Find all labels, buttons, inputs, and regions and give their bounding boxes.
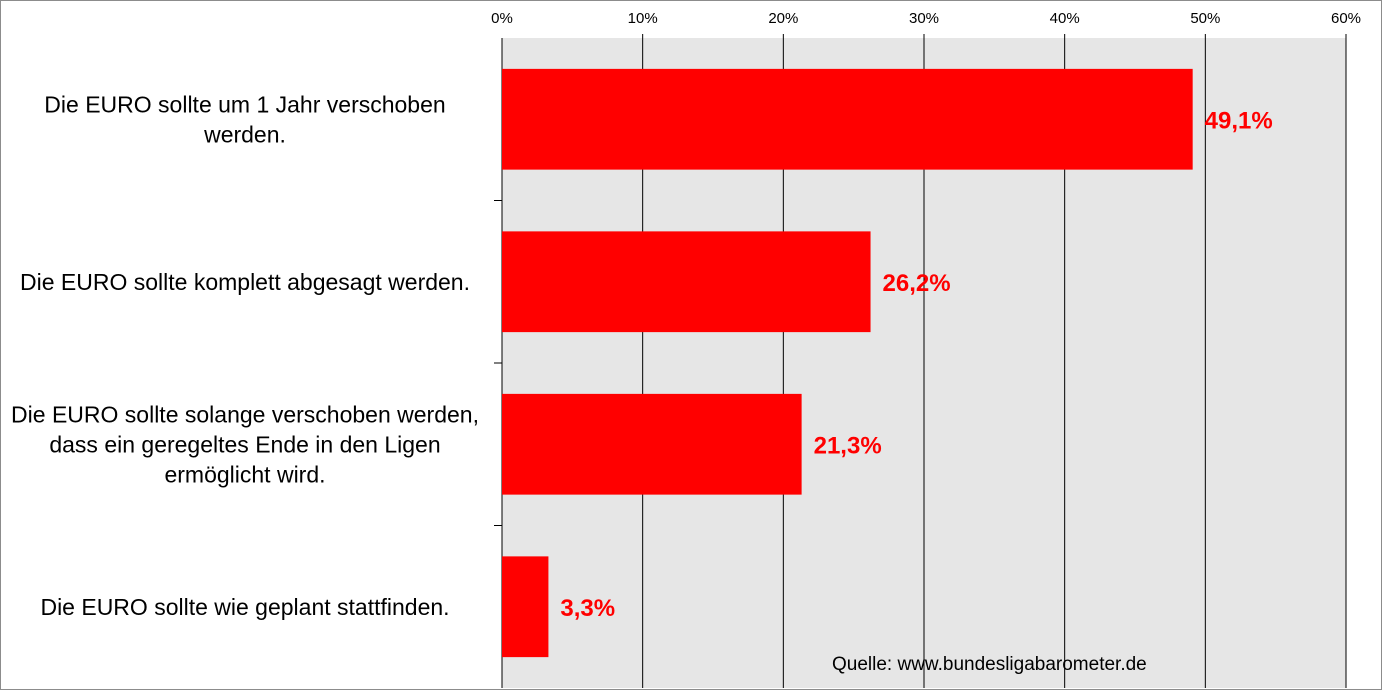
- bar: [502, 231, 871, 333]
- bars: [502, 68, 1193, 658]
- bar: [502, 68, 1193, 170]
- x-tick-label: 20%: [768, 10, 798, 27]
- value-label: 21,3%: [814, 432, 882, 459]
- value-label: 26,2%: [883, 270, 951, 297]
- x-tick-label: 30%: [909, 10, 939, 27]
- category-label-line: Die EURO sollte komplett abgesagt werden…: [20, 269, 470, 295]
- x-axis-tick-labels: 0% 10% 20% 30% 40% 50% 60%: [491, 10, 1361, 27]
- category-label-line: Die EURO sollte um 1 Jahr verschoben: [44, 91, 445, 117]
- x-tick-label: 60%: [1331, 10, 1361, 27]
- category-label-line: werden.: [203, 121, 286, 147]
- category-label: Die EURO sollte solange verschoben werde…: [11, 401, 479, 487]
- category-label-line: ermöglicht wird.: [164, 461, 325, 487]
- value-label: 49,1%: [1205, 107, 1273, 134]
- category-label: Die EURO sollte wie geplant stattfinden.: [40, 594, 449, 620]
- value-label: 3,3%: [560, 595, 615, 622]
- bar: [502, 393, 802, 495]
- category-label: Die EURO sollte komplett abgesagt werden…: [20, 269, 470, 295]
- category-label: Die EURO sollte um 1 Jahr verschoben werd…: [44, 91, 445, 147]
- category-label-line: Die EURO sollte solange verschoben werde…: [11, 401, 479, 427]
- x-tick-label: 10%: [628, 10, 658, 27]
- bar: [502, 556, 549, 658]
- source-note: Quelle: www.bundesligabarometer.de: [832, 654, 1147, 675]
- category-axis: [494, 38, 503, 688]
- category-labels: Die EURO sollte um 1 Jahr verschoben werd…: [11, 91, 479, 620]
- x-tick-label: 50%: [1190, 10, 1220, 27]
- category-label-line: dass ein geregeltes Ende in den Ligen: [49, 431, 440, 457]
- x-tick-label: 0%: [491, 10, 513, 27]
- category-label-line: Die EURO sollte wie geplant stattfinden.: [40, 594, 449, 620]
- value-labels: 49,1% 26,2% 21,3% 3,3%: [560, 107, 1272, 622]
- x-tick-label: 40%: [1050, 10, 1080, 27]
